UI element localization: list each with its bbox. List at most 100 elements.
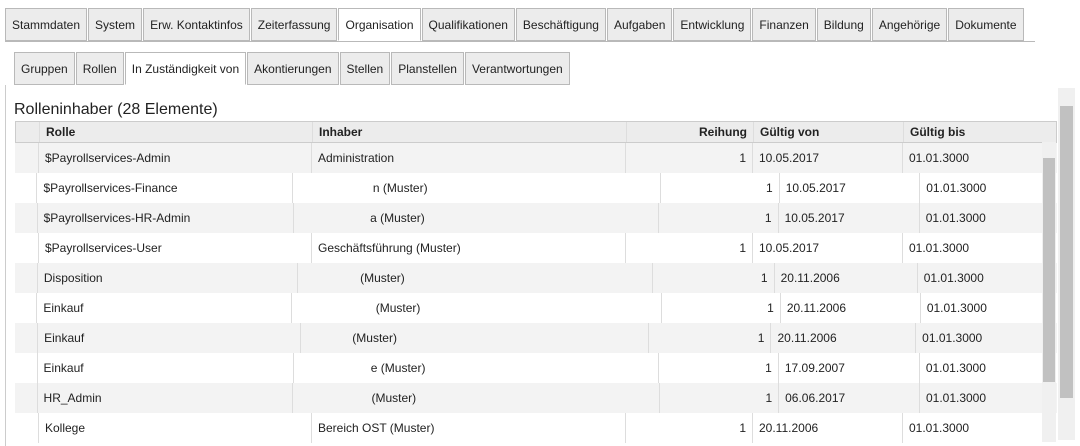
row-selector: [15, 143, 39, 173]
table-row[interactable]: $Payrollservices-HR-Admin a (Muster) 1 10.0…: [15, 203, 1057, 233]
cell: 1: [649, 323, 772, 353]
cell: $Payrollservices-Admin: [39, 143, 312, 173]
cell: 1: [660, 383, 780, 413]
cell: a (Muster): [294, 203, 660, 233]
subtab[interactable]: Verantwortungen: [464, 52, 570, 85]
row-selector: [15, 173, 38, 203]
scroll-thumb[interactable]: [1060, 106, 1073, 398]
row-selector: [15, 293, 38, 323]
subtab-bar: Gruppen Rollen In Zuständigkeit von Akontie…: [14, 52, 570, 85]
subtab[interactable]: In Zuständigkeit von: [124, 52, 247, 85]
cell: $Payrollservices-HR-Admin: [38, 203, 295, 233]
table-row[interactable]: Einkauf (Muster) 1 20.11.2006 01.01.3000: [15, 293, 1057, 323]
cell: 1: [659, 203, 779, 233]
cell: e (Muster): [294, 353, 660, 383]
cell: (Muster): [298, 263, 654, 293]
cell: 1: [662, 293, 781, 323]
row-selector: [15, 353, 38, 383]
section-title: Rolleninhaber (28 Elemente): [14, 101, 218, 118]
cell: 10.05.2017: [753, 143, 903, 173]
table-row[interactable]: Einkauf e (Muster) 1 17.09.2007 01.01.3000: [15, 353, 1057, 383]
cell: n (Muster): [293, 173, 661, 203]
tab[interactable]: Erw. Kontaktinfos: [143, 8, 250, 41]
table-row[interactable]: Einkauf (Muster) 1 20.11.2006 01.01.3000: [15, 323, 1057, 353]
cell: 01.01.3000: [925, 211, 986, 225]
tab[interactable]: Entwicklung: [673, 8, 752, 41]
table-row[interactable]: $Payrollservices-Admin Administration 1 10.…: [15, 143, 1057, 173]
row-selector: [15, 263, 38, 293]
column-header[interactable]: Gültig bis: [910, 125, 966, 139]
column-header[interactable]: Inhaber: [313, 122, 627, 142]
cell: 20.11.2006: [771, 323, 917, 353]
cell: (Muster): [293, 383, 660, 413]
tab-bar: Stammdaten System Erw. Kontaktinfos Zeiterf…: [5, 8, 1024, 41]
cell: Geschäftsführung (Muster): [312, 233, 626, 263]
cell: (Muster): [292, 293, 663, 323]
tab[interactable]: Qualifikationen: [421, 8, 515, 41]
table-header: Rolle Inhaber Reihung Gültig von Gültig bis: [15, 121, 1057, 143]
cell: 10.05.2017: [753, 233, 903, 263]
cell: 20.11.2006: [753, 413, 903, 443]
cell: Einkauf: [38, 323, 302, 353]
cell: 01.01.3000: [926, 301, 987, 315]
table-scrollbar[interactable]: [1042, 142, 1056, 442]
row-selector: [15, 323, 39, 353]
tab[interactable]: Beschäftigung: [515, 8, 606, 41]
subtab[interactable]: Gruppen: [14, 52, 75, 85]
cell: 01.01.3000: [922, 331, 983, 345]
row-selector: [15, 383, 38, 413]
cell: Bereich OST (Muster): [312, 413, 626, 443]
panel: [5, 85, 1076, 446]
column-header[interactable]: Rolle: [40, 122, 313, 142]
table-row[interactable]: HR_Admin (Muster) 1 06.06.2017 01.01.3000: [15, 383, 1057, 413]
row-selector: [15, 203, 38, 233]
cell: Disposition: [38, 263, 299, 293]
cell: Einkauf: [37, 293, 292, 323]
page-scrollbar[interactable]: [1058, 88, 1075, 440]
table-row[interactable]: Kollege Bereich OST (Muster) 1 20.11.2006 01…: [15, 413, 1057, 443]
table: Rolle Inhaber Reihung Gültig von Gültig bis $…: [15, 121, 1057, 443]
cell: 01.01.3000: [923, 271, 984, 285]
cell: 10.05.2017: [780, 173, 921, 203]
column-header[interactable]: Reihung: [627, 122, 754, 142]
cell: Kollege: [39, 413, 312, 443]
tab[interactable]: Aufgaben: [606, 8, 673, 41]
subtab[interactable]: Rollen: [75, 52, 124, 85]
cell: 1: [659, 353, 779, 383]
subtab[interactable]: Stellen: [339, 52, 391, 85]
cell: 01.01.3000: [909, 421, 970, 435]
cell: Einkauf: [38, 353, 294, 383]
cell: 01.01.3000: [909, 151, 970, 165]
cell: Administration: [312, 143, 626, 173]
cell: (Muster): [301, 323, 649, 353]
column-header[interactable]: Gültig von: [754, 122, 904, 142]
cell: 01.01.3000: [925, 391, 987, 405]
cell: 01.01.3000: [925, 361, 986, 375]
subtab[interactable]: Planstellen: [391, 52, 464, 85]
cell: 20.11.2006: [775, 263, 918, 293]
cell: 06.06.2017: [779, 383, 920, 413]
cell: 1: [653, 263, 775, 293]
table-row[interactable]: Disposition (Muster) 1 20.11.2006 01.01.3000: [15, 263, 1057, 293]
table-body: $Payrollservices-Admin Administration 1 10.…: [15, 143, 1057, 443]
table-row[interactable]: $Payrollservices-Finance n (Muster) 1 10.05…: [15, 173, 1057, 203]
tab-line: [5, 41, 1035, 42]
cell: 17.09.2007: [779, 353, 920, 383]
row-selector: [15, 413, 39, 443]
tab[interactable]: Stammdaten: [5, 8, 88, 41]
cell: 1: [626, 233, 753, 263]
tab[interactable]: Zeiterfassung: [250, 8, 338, 41]
cell: 01.01.3000: [909, 241, 970, 255]
cell: $Payrollservices-User: [39, 233, 312, 263]
tab[interactable]: Organisation: [338, 8, 421, 41]
scroll-thumb[interactable]: [1043, 158, 1055, 382]
tab[interactable]: Angehörige: [871, 8, 948, 41]
tab[interactable]: Bildung: [816, 8, 871, 41]
tab[interactable]: Finanzen: [752, 8, 816, 41]
subtab[interactable]: Akontierungen: [247, 52, 339, 85]
tab[interactable]: Dokumente: [948, 8, 1024, 41]
cell: 01.01.3000: [926, 181, 987, 195]
tab[interactable]: System: [88, 8, 143, 41]
table-row[interactable]: $Payrollservices-User Geschäftsführung (M…: [15, 233, 1057, 263]
